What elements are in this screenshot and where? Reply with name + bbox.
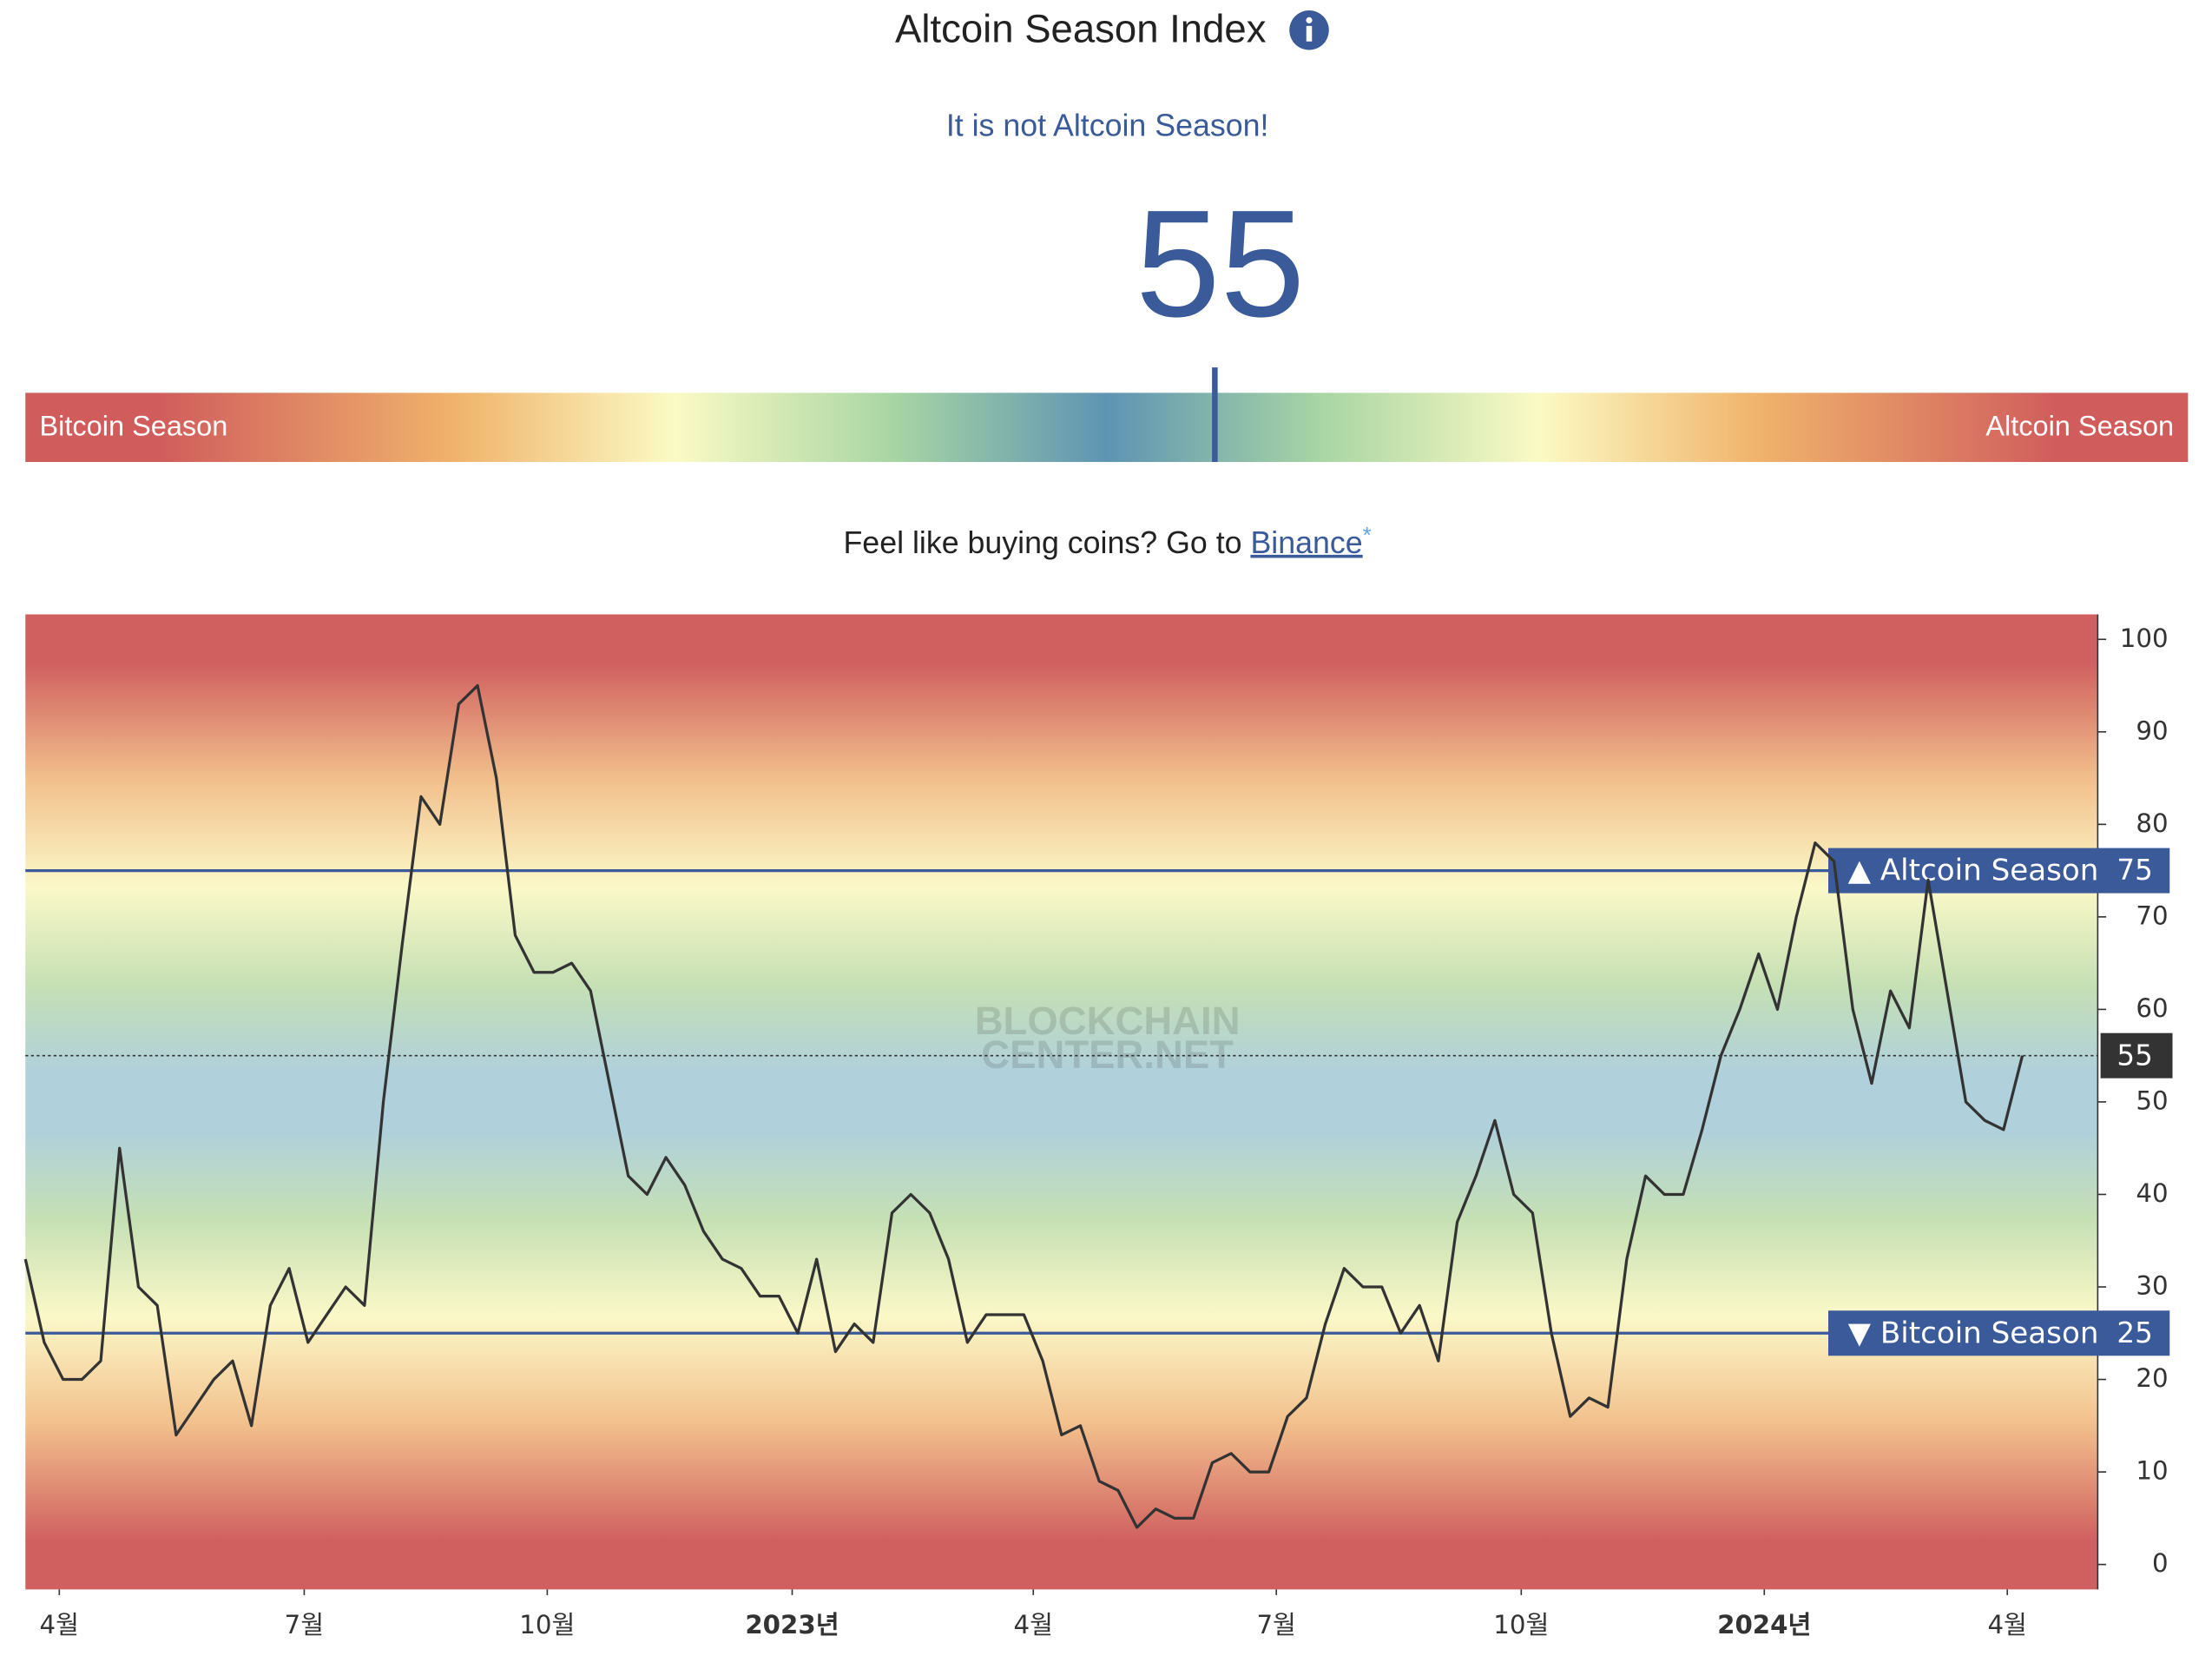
y-tick-label: 10 — [2136, 1456, 2168, 1486]
current-value-box — [2100, 1032, 2173, 1079]
x-tick-label: 4월 — [1987, 1610, 2027, 1639]
binance-link[interactable]: Binance — [1250, 525, 1362, 560]
gauge-left-label: Bitcoin Season — [40, 411, 228, 442]
y-tick-label: 40 — [2136, 1178, 2168, 1208]
x-tick-label: 10월 — [519, 1610, 575, 1639]
x-tick-label: 7월 — [285, 1610, 325, 1639]
promo-line: Feel like buying coins? Go to Binance* — [843, 522, 1371, 560]
status-text: It is not Altcoin Season! — [946, 108, 1269, 142]
current-value-label: 55 — [2117, 1039, 2152, 1072]
threshold-value: 75 — [2117, 854, 2152, 887]
x-tick-label: 2023년 — [745, 1610, 839, 1639]
gauge-bar — [25, 393, 2189, 462]
y-tick-label: 30 — [2136, 1271, 2168, 1301]
x-tick-label: 4월 — [40, 1610, 80, 1639]
info-icon[interactable] — [1289, 10, 1329, 50]
y-tick-label: 70 — [2136, 900, 2168, 930]
index-value: 55 — [1136, 179, 1305, 349]
y-tick-label: 60 — [2136, 993, 2168, 1023]
y-tick-label: 50 — [2136, 1085, 2168, 1115]
threshold-label: ▼ Bitcoin Season — [1848, 1316, 2099, 1350]
x-tick-label: 7월 — [1256, 1610, 1296, 1639]
y-tick-label: 0 — [2152, 1548, 2169, 1578]
watermark: CENTER.NET — [981, 1032, 1234, 1077]
threshold-box — [1828, 848, 2170, 894]
y-tick-label: 20 — [2136, 1363, 2168, 1393]
page-title: Altcoin Season Index — [895, 6, 1267, 50]
series-line — [23, 683, 2024, 1529]
promo-text: Feel like buying coins? Go to — [843, 525, 1250, 560]
y-tick-label: 100 — [2120, 623, 2169, 653]
promo-asterisk: * — [1363, 522, 1372, 548]
x-tick-label: 4월 — [1013, 1610, 1053, 1639]
threshold-box — [1828, 1310, 2170, 1356]
y-tick-label: 90 — [2136, 716, 2168, 745]
gauge-right-label: Altcoin Season — [1985, 411, 2174, 442]
threshold-value: 25 — [2117, 1316, 2152, 1349]
x-tick-label: 10월 — [1493, 1610, 1549, 1639]
threshold-label: ▲ Altcoin Season — [1848, 854, 2099, 888]
y-tick-label: 80 — [2136, 808, 2168, 838]
plot-background — [25, 614, 2098, 1590]
x-tick-label: 2024년 — [1717, 1610, 1811, 1639]
watermark: BLOCKCHAIN — [975, 999, 1241, 1043]
